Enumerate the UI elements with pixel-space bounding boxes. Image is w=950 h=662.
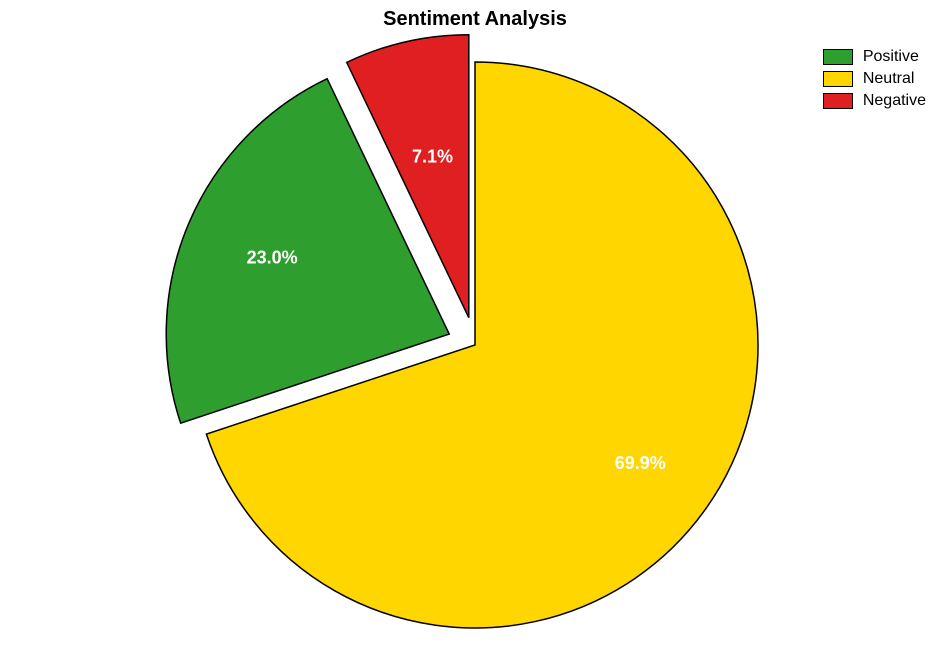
pie-label-positive: 23.0%	[247, 247, 298, 267]
legend-item-positive: Positive	[823, 48, 926, 66]
legend-label-positive: Positive	[863, 48, 919, 66]
legend: Positive Neutral Negative	[823, 48, 926, 114]
pie-label-negative: 7.1%	[412, 146, 453, 166]
legend-swatch-negative	[823, 93, 853, 109]
legend-item-negative: Negative	[823, 92, 926, 110]
pie-label-neutral: 69.9%	[615, 453, 666, 473]
legend-item-neutral: Neutral	[823, 70, 926, 88]
sentiment-pie-chart: Sentiment Analysis 69.9%23.0%7.1% Positi…	[0, 0, 950, 662]
legend-label-neutral: Neutral	[863, 70, 915, 88]
legend-swatch-neutral	[823, 71, 853, 87]
pie-svg: 69.9% 23.0% 7.1%	[0, 0, 950, 662]
legend-swatch-positive	[823, 49, 853, 65]
legend-label-negative: Negative	[863, 92, 926, 110]
